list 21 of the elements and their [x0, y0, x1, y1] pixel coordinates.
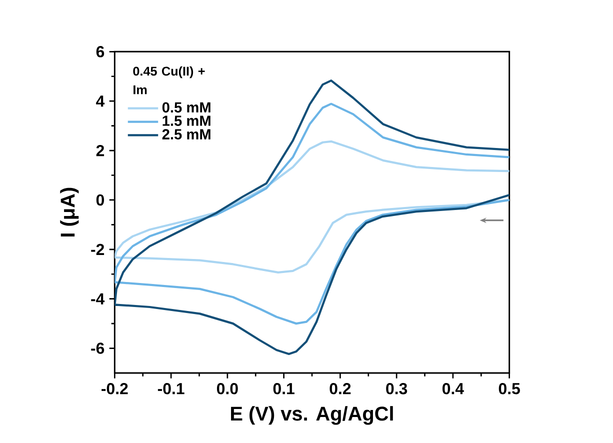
y-tick-label: 2 — [96, 144, 104, 156]
y-tick-label: -6 — [91, 342, 104, 354]
legend-title: 0.45 Cu(II) + Im — [133, 66, 205, 94]
x-tick-label: 0.4 — [442, 383, 464, 394]
x-tick-label: 0.0 — [216, 383, 238, 394]
legend-label: 1.5 mM — [162, 116, 210, 126]
y-axis-title: I (μA) — [60, 188, 79, 236]
x-tick-label: -0.2 — [102, 383, 128, 394]
legend-label: 2.5 mM — [162, 129, 210, 140]
y-tick-label: -4 — [91, 293, 105, 304]
y-tick-label: 4 — [96, 96, 105, 107]
y-tick-label: -2 — [91, 244, 104, 255]
y-tick-label: 6 — [96, 46, 104, 58]
x-tick-label: 0.1 — [273, 383, 294, 394]
x-tick-label: 0.3 — [386, 383, 408, 394]
y-tick-label: 0 — [96, 194, 104, 206]
x-axis-title: E (V) vs. Ag/AgCl — [231, 406, 393, 425]
legend-label: 0.5 mM — [162, 102, 210, 113]
x-tick-label: -0.1 — [158, 383, 184, 394]
x-tick-label: 0.5 — [498, 383, 520, 394]
x-tick-label: 0.2 — [330, 383, 351, 394]
